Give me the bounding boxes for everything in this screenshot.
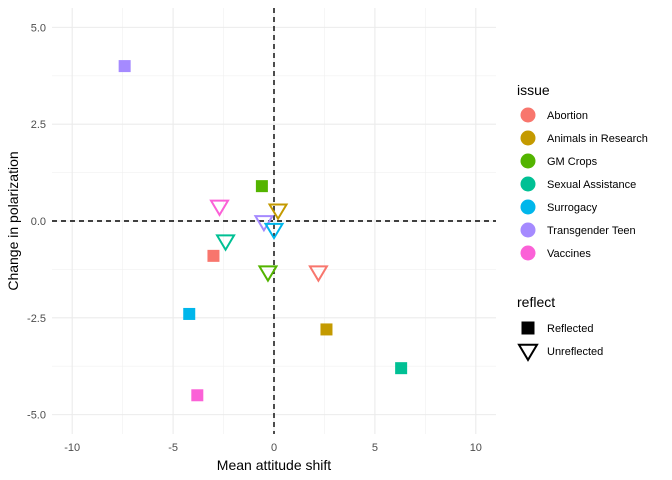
point-reflected-vaccines xyxy=(191,389,204,402)
point-reflected-animals-in-research xyxy=(320,323,333,336)
y-tick-label: 2.5 xyxy=(31,119,46,131)
legend-key-sexual-assistance xyxy=(520,176,536,192)
y-tick-label: -5.0 xyxy=(27,410,46,422)
reference-lines xyxy=(52,8,496,434)
y-tick-label: 5.0 xyxy=(31,22,46,34)
legend-label: Vaccines xyxy=(547,248,591,260)
point-reflected-transgender-teen xyxy=(118,60,131,73)
point-reflected-sexual-assistance xyxy=(395,362,408,375)
legend-label: Surrogacy xyxy=(547,202,598,214)
point-unreflected-sexual-assistance xyxy=(215,234,236,252)
issue-legend-title: issue xyxy=(517,82,550,98)
y-tick-label: 0.0 xyxy=(31,216,46,228)
point-unreflected-abortion xyxy=(308,265,329,283)
point-unreflected-animals-in-research xyxy=(267,203,289,221)
point-unreflected-vaccines xyxy=(209,199,230,217)
legend-key-unreflected xyxy=(517,343,539,362)
legend-label: Animals in Research xyxy=(547,133,648,145)
x-axis-label: Mean attitude shift xyxy=(217,457,332,473)
point-reflected-abortion xyxy=(207,249,220,262)
legend-label: Unreflected xyxy=(547,346,603,358)
y-tick-label: -2.5 xyxy=(27,313,46,325)
issue-legend: issue Abortion Animals in Research GM Crop… xyxy=(517,82,648,261)
x-tick-label: -10 xyxy=(64,442,80,454)
legend-key-surrogacy xyxy=(520,199,536,215)
legend-label: Abortion xyxy=(547,110,588,122)
x-axis-ticks: -10 -5 0 5 10 xyxy=(64,442,482,454)
legend-key-abortion xyxy=(520,107,536,123)
legend-key-gm-crops xyxy=(520,153,536,169)
point-reflected-gm-crops xyxy=(255,180,268,193)
x-tick-label: 5 xyxy=(372,442,378,454)
reflect-legend-title: reflect xyxy=(517,294,555,310)
x-tick-label: 0 xyxy=(271,442,277,454)
point-reflected-surrogacy xyxy=(183,307,196,320)
legend-label: Transgender Teen xyxy=(547,225,636,237)
x-tick-label: -5 xyxy=(168,442,178,454)
legend-label: GM Crops xyxy=(547,156,598,168)
legend-key-reflected xyxy=(521,321,535,335)
y-axis-ticks: -5.0 -2.5 0.0 2.5 5.0 xyxy=(27,22,46,421)
legend-label: Sexual Assistance xyxy=(547,179,636,191)
x-tick-label: 10 xyxy=(470,442,482,454)
point-unreflected-gm-crops xyxy=(257,265,279,283)
legend-key-vaccines xyxy=(520,245,536,261)
legend-key-transgender-teen xyxy=(520,222,536,238)
y-axis-label: Change in polarization xyxy=(5,151,21,290)
legend-key-animals-in-research xyxy=(520,130,536,146)
legend-label: Reflected xyxy=(547,323,593,335)
data-points xyxy=(118,60,408,402)
reflect-legend: reflect Reflected Unreflected xyxy=(517,294,603,362)
point-unreflected-surrogacy xyxy=(263,222,285,241)
